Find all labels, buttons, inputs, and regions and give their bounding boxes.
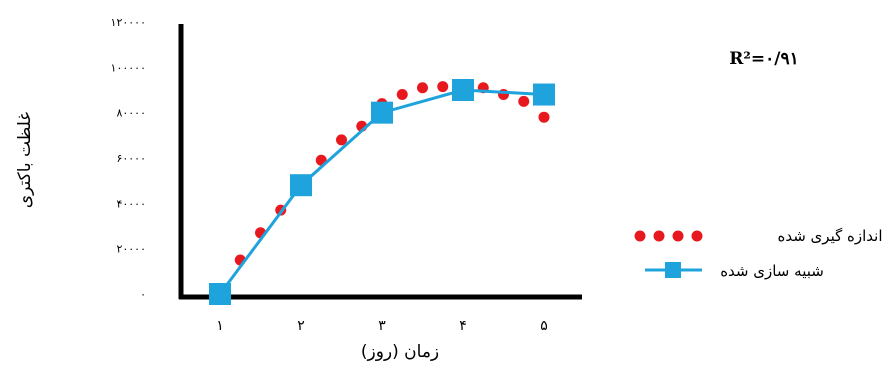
x-tick-label: ۵ <box>540 318 548 334</box>
legend-measured-label: اندازه گیری شده <box>777 227 882 245</box>
r-squared-annotation: R²=۰/۹۱ <box>729 49 798 69</box>
x-tick-label: ۲ <box>297 318 305 334</box>
legend-item-simulated: شبیه سازی شده <box>645 262 824 280</box>
measured-data-point <box>518 95 530 107</box>
y-axis-title: غلظت باکتری <box>15 112 35 208</box>
simulated-data-point <box>371 101 393 124</box>
y-tick-label: ۸۰۰۰۰ <box>116 107 146 120</box>
legend-measured-marker <box>634 230 646 242</box>
legend-item-measured: اندازه گیری شده <box>634 227 883 245</box>
legend-simulated-label: شبیه سازی شده <box>720 262 824 280</box>
simulated-series <box>209 79 555 305</box>
measured-data-point <box>336 134 347 146</box>
legend-measured-marker <box>672 230 684 242</box>
legend-simulated-marker <box>665 262 681 278</box>
simulated-data-point <box>452 79 474 101</box>
simulated-data-point <box>533 83 555 106</box>
legend-measured-marker <box>653 230 665 242</box>
measured-data-point <box>396 89 408 101</box>
x-tick-label: ۳ <box>378 318 386 334</box>
plot-area: ۰ ۲۰۰۰۰ ۴۰۰۰۰ ۶۰۰۰۰ ۸۰۰۰۰ ۱۰۰۰۰۰ ۱۲۰۰۰۰ ۱ ۲ ۳ ۴ ۵ <box>111 16 582 334</box>
x-tick-label: ۴ <box>459 318 467 334</box>
measured-data-point <box>417 82 428 94</box>
x-tick-label: ۱ <box>216 318 224 334</box>
measured-data-point <box>437 81 449 93</box>
x-axis-title: زمان (روز) <box>361 342 439 362</box>
y-tick-label: ۰ <box>140 288 146 301</box>
y-tick-label: ۱۲۰۰۰۰ <box>111 16 146 29</box>
y-tick-labels: ۰ ۲۰۰۰۰ ۴۰۰۰۰ ۶۰۰۰۰ ۸۰۰۰۰ ۱۰۰۰۰۰ ۱۲۰۰۰۰ <box>111 16 146 301</box>
measured-data-point <box>538 111 550 123</box>
simulated-data-point <box>290 174 312 197</box>
legend-measured-marker <box>691 230 703 242</box>
y-tick-label: ۴۰۰۰۰ <box>116 197 146 210</box>
y-tick-label: ۲۰۰۰۰ <box>116 243 146 256</box>
y-tick-label: ۱۰۰۰۰۰ <box>111 61 146 74</box>
y-tick-label: ۶۰۰۰۰ <box>116 152 146 165</box>
x-tick-labels: ۱ ۲ ۳ ۴ ۵ <box>216 318 548 334</box>
simulated-data-point <box>209 283 231 305</box>
legend: اندازه گیری شده شبیه سازی شده <box>634 227 883 280</box>
